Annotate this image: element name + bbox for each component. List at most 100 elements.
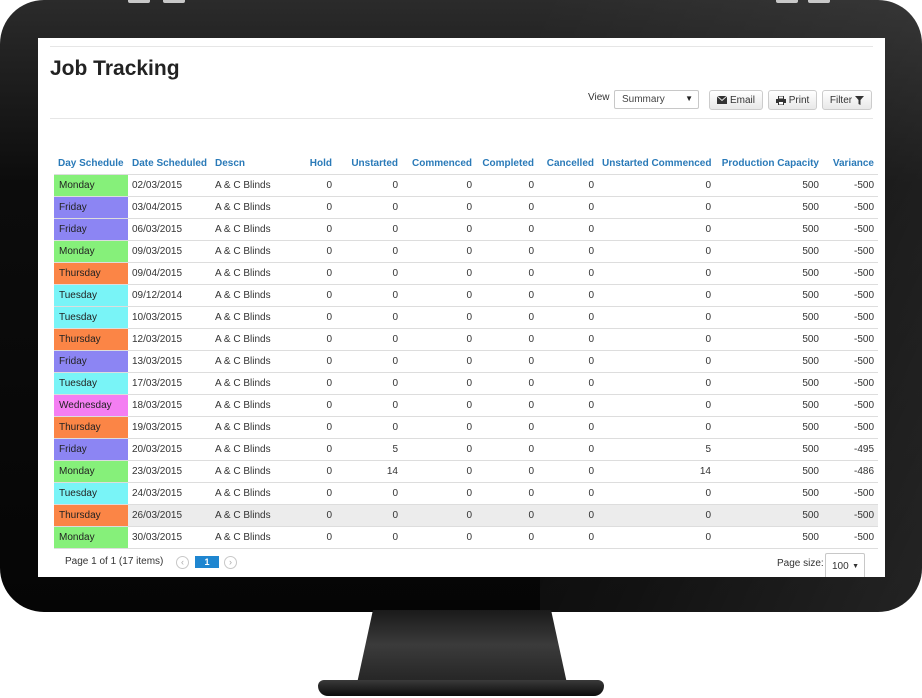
cell-variance: -500 xyxy=(823,196,878,219)
cell-descn: A & C Blinds xyxy=(211,306,298,329)
cell-completed: 0 xyxy=(476,372,538,395)
table-row[interactable]: Tuesday 24/03/2015 A & C Blinds 0 0 0 0 0 0 500 -5… xyxy=(54,482,878,505)
view-select[interactable]: Summary ▼ xyxy=(614,90,699,109)
cell-descn: A & C Blinds xyxy=(211,504,298,527)
table-header-row: Day Schedule Date Scheduled Descn Hold U… xyxy=(54,153,878,175)
print-button[interactable]: Print xyxy=(768,90,817,110)
cell-date-scheduled: 09/04/2015 xyxy=(128,262,211,285)
column-header-commenced[interactable]: Commenced xyxy=(411,158,472,169)
page-size-select[interactable]: 100 ▼ xyxy=(825,553,865,577)
cell-variance: -500 xyxy=(823,394,878,417)
cell-hold: 0 xyxy=(298,196,336,219)
table-row[interactable]: Monday 09/03/2015 A & C Blinds 0 0 0 0 0 0 500 -50… xyxy=(54,240,878,263)
table-row[interactable]: Monday 30/03/2015 A & C Blinds 0 0 0 0 0 0 500 -50… xyxy=(54,526,878,549)
column-header-hold[interactable]: Hold xyxy=(309,158,332,169)
cell-date-scheduled: 12/03/2015 xyxy=(128,328,211,351)
cell-unstarted: 0 xyxy=(336,240,402,263)
column-header-production-capacity[interactable]: Production Capacity xyxy=(721,158,819,169)
table-row[interactable]: Tuesday 10/03/2015 A & C Blinds 0 0 0 0 0 0 500 -5… xyxy=(54,306,878,329)
table-row[interactable]: Friday 20/03/2015 A & C Blinds 0 5 0 0 0 5 500 -49… xyxy=(54,438,878,461)
cell-unstarted: 0 xyxy=(336,482,402,505)
column-header-unstarted[interactable]: Unstarted xyxy=(351,158,398,169)
email-button[interactable]: Email xyxy=(709,90,763,110)
cell-variance: -486 xyxy=(823,460,878,483)
cell-variance: -500 xyxy=(823,350,878,373)
table-row[interactable]: Friday 13/03/2015 A & C Blinds 0 0 0 0 0 0 500 -50… xyxy=(54,350,878,373)
cell-date-scheduled: 13/03/2015 xyxy=(128,350,211,373)
caret-down-icon: ▼ xyxy=(852,563,859,570)
table-row[interactable]: Thursday 12/03/2015 A & C Blinds 0 0 0 0 0 0 500-… xyxy=(54,328,878,351)
cell-cancelled: 0 xyxy=(538,372,598,395)
cell-commenced: 0 xyxy=(402,262,476,285)
monitor-stand-neck xyxy=(356,610,568,688)
table-row[interactable]: Monday 23/03/2015 A & C Blinds 0 14 0 0 0 14 500-… xyxy=(54,460,878,483)
cell-unstarted-commenced: 5 xyxy=(598,438,715,461)
cell-commenced: 0 xyxy=(402,394,476,417)
cell-day-schedule: Monday xyxy=(54,460,128,483)
cell-day-schedule: Thursday xyxy=(54,262,128,285)
cell-unstarted: 0 xyxy=(336,262,402,285)
cell-date-scheduled: 17/03/2015 xyxy=(128,372,211,395)
cell-cancelled: 0 xyxy=(538,262,598,285)
cell-cancelled: 0 xyxy=(538,350,598,373)
cell-date-scheduled: 20/03/2015 xyxy=(128,438,211,461)
table-row[interactable]: Tuesday 17/03/2015 A & C Blinds 0 0 0 0 0 0 500 -5… xyxy=(54,372,878,395)
cell-descn: A & C Blinds xyxy=(211,174,298,197)
page-size-value: 100 xyxy=(832,561,849,572)
table-row[interactable]: Thursday 26/03/2015 A & C Blinds 0 0 0 0 0 0 500-… xyxy=(54,504,878,527)
column-header-cancelled[interactable]: Cancelled xyxy=(546,158,594,169)
cell-day-schedule: Friday xyxy=(54,196,128,219)
column-header-variance[interactable]: Variance xyxy=(832,158,874,169)
cell-production-capacity: 500 xyxy=(715,350,823,373)
cell-hold: 0 xyxy=(298,504,336,527)
cell-date-scheduled: 06/03/2015 xyxy=(128,218,211,241)
job-tracking-table: Day Schedule Date Scheduled Descn Hold U… xyxy=(54,153,878,549)
cell-unstarted-commenced: 0 xyxy=(598,328,715,351)
table-row[interactable]: Monday 02/03/2015 A & C Blinds 0 0 0 0 0 0 500 -50… xyxy=(54,174,878,197)
table-row[interactable]: Friday 03/04/2015 A & C Blinds 0 0 0 0 0 0 500 -50… xyxy=(54,196,878,219)
cell-unstarted: 0 xyxy=(336,526,402,549)
cell-date-scheduled: 18/03/2015 xyxy=(128,394,211,417)
column-header-descn[interactable]: Descn xyxy=(215,158,246,169)
table-row[interactable]: Thursday 19/03/2015 A & C Blinds 0 0 0 0 0 0 500-… xyxy=(54,416,878,439)
table-row[interactable]: Thursday 09/04/2015 A & C Blinds 0 0 0 0 0 0 500-… xyxy=(54,262,878,285)
cell-unstarted-commenced: 0 xyxy=(598,526,715,549)
cell-commenced: 0 xyxy=(402,504,476,527)
cell-descn: A & C Blinds xyxy=(211,218,298,241)
cell-date-scheduled: 10/03/2015 xyxy=(128,306,211,329)
cell-day-schedule: Monday xyxy=(54,526,128,549)
column-header-completed[interactable]: Completed xyxy=(482,158,534,169)
column-header-unstarted-commenced[interactable]: Unstarted Commenced xyxy=(602,158,712,169)
cell-cancelled: 0 xyxy=(538,174,598,197)
cell-completed: 0 xyxy=(476,218,538,241)
divider xyxy=(50,118,873,119)
cell-date-scheduled: 26/03/2015 xyxy=(128,504,211,527)
cell-cancelled: 0 xyxy=(538,394,598,417)
monitor-top-nub xyxy=(163,0,185,3)
table-row[interactable]: Wednesday 18/03/2015 A & C Blinds 0 0 0 0 0 0 500… xyxy=(54,394,878,417)
cell-completed: 0 xyxy=(476,306,538,329)
cell-cancelled: 0 xyxy=(538,482,598,505)
cell-variance: -500 xyxy=(823,262,878,285)
column-header-date-scheduled[interactable]: Date Scheduled xyxy=(132,158,208,169)
cell-unstarted: 0 xyxy=(336,350,402,373)
cell-completed: 0 xyxy=(476,196,538,219)
table-row[interactable]: Friday 06/03/2015 A & C Blinds 0 0 0 0 0 0 500 -50… xyxy=(54,218,878,241)
table-row[interactable]: Tuesday 09/12/2014 A & C Blinds 0 0 0 0 0 0 500 -5… xyxy=(54,284,878,307)
chevron-left-icon[interactable]: ‹ xyxy=(176,556,189,569)
filter-button[interactable]: Filter xyxy=(822,90,872,110)
cell-production-capacity: 500 xyxy=(715,284,823,307)
cell-date-scheduled: 19/03/2015 xyxy=(128,416,211,439)
cell-commenced: 0 xyxy=(402,460,476,483)
chevron-right-icon[interactable]: › xyxy=(224,556,237,569)
cell-descn: A & C Blinds xyxy=(211,438,298,461)
cell-commenced: 0 xyxy=(402,416,476,439)
pager-page-button[interactable]: 1 xyxy=(195,556,219,568)
divider xyxy=(50,46,873,47)
cell-unstarted-commenced: 0 xyxy=(598,394,715,417)
column-header-day-schedule[interactable]: Day Schedule xyxy=(58,158,124,169)
cell-unstarted: 0 xyxy=(336,306,402,329)
cell-completed: 0 xyxy=(476,284,538,307)
cell-variance: -500 xyxy=(823,174,878,197)
cell-completed: 0 xyxy=(476,416,538,439)
